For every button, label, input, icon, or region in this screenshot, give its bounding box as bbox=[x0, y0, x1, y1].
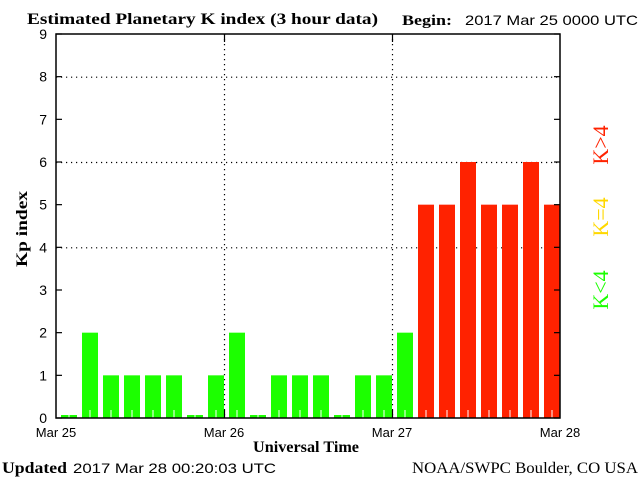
bar-rect bbox=[82, 332, 98, 418]
plot-border bbox=[55, 33, 561, 419]
bar bbox=[229, 332, 245, 418]
bar bbox=[544, 204, 560, 418]
y-tick-label: 5 bbox=[39, 197, 47, 213]
bar-rect bbox=[376, 375, 392, 418]
x-tick-label: Mar 28 bbox=[540, 425, 580, 440]
bar bbox=[460, 162, 476, 418]
bar-rect bbox=[292, 375, 308, 418]
bar-series bbox=[61, 162, 560, 418]
y-tick-label: 8 bbox=[39, 69, 47, 85]
y-tick-label: 6 bbox=[39, 154, 47, 170]
bar bbox=[397, 332, 413, 418]
bar bbox=[124, 375, 140, 418]
bar-rect bbox=[439, 204, 455, 418]
legend-item: K=4 bbox=[588, 197, 613, 236]
y-tick-label: 3 bbox=[39, 282, 47, 298]
bar-rect bbox=[271, 375, 287, 418]
credit-text: NOAA/SWPC Boulder, CO USA bbox=[412, 460, 638, 477]
x-tick-label: Mar 27 bbox=[372, 425, 412, 440]
bar-rect bbox=[229, 332, 245, 418]
updated-value: 2017 Mar 28 00:20:03 UTC bbox=[73, 460, 276, 476]
bar bbox=[82, 332, 98, 418]
bar bbox=[271, 375, 287, 418]
begin-value: 2017 Mar 25 0000 UTC bbox=[465, 12, 638, 28]
bar-rect bbox=[355, 375, 371, 418]
bar bbox=[103, 375, 119, 418]
bar-rect bbox=[481, 204, 497, 418]
bar bbox=[208, 375, 224, 418]
x-tick-label: Mar 25 bbox=[36, 425, 76, 440]
chart-title: Estimated Planetary K index (3 hour data… bbox=[27, 11, 378, 28]
bar bbox=[418, 204, 434, 418]
bar bbox=[523, 162, 539, 418]
plot-frame bbox=[55, 33, 561, 419]
legend-item: K<4 bbox=[588, 270, 613, 309]
y-tick-labels: 0 1 2 3 4 5 6 7 8 9 bbox=[39, 26, 47, 426]
bar bbox=[376, 375, 392, 418]
bar bbox=[145, 375, 161, 418]
legend-item: K>4 bbox=[588, 125, 613, 164]
y-tick-label: 0 bbox=[39, 410, 47, 426]
bar bbox=[355, 375, 371, 418]
y-tick-label: 1 bbox=[39, 367, 47, 383]
bar bbox=[313, 375, 329, 418]
bar-rect bbox=[208, 375, 224, 418]
y-axis-label: Kp index bbox=[14, 191, 31, 267]
bar-rect bbox=[145, 375, 161, 418]
x-axis-label: Universal Time bbox=[253, 439, 359, 456]
y-tick-label: 9 bbox=[39, 26, 47, 42]
y-tick-label: 4 bbox=[39, 239, 47, 255]
bar bbox=[502, 204, 518, 418]
bar bbox=[439, 204, 455, 418]
bar-rect bbox=[544, 204, 560, 418]
bar-rect bbox=[397, 332, 413, 418]
bar bbox=[481, 204, 497, 418]
bar-rect bbox=[124, 375, 140, 418]
legend: K>4 K=4 K<4 bbox=[588, 125, 613, 309]
bar-rect bbox=[103, 375, 119, 418]
bar-rect bbox=[523, 162, 539, 418]
y-tick-label: 2 bbox=[39, 325, 47, 341]
y-tick-label: 7 bbox=[39, 111, 47, 127]
updated-label: Updated bbox=[2, 460, 67, 477]
bar bbox=[292, 375, 308, 418]
bar-rect bbox=[418, 204, 434, 418]
begin-label: Begin: bbox=[402, 13, 452, 29]
bar bbox=[166, 375, 182, 418]
x-tick-label: Mar 26 bbox=[204, 425, 244, 440]
x-tick-labels: Mar 25 Mar 26 Mar 27 Mar 28 bbox=[36, 425, 580, 440]
bar-rect bbox=[166, 375, 182, 418]
bar-rect bbox=[502, 204, 518, 418]
bar-rect bbox=[313, 375, 329, 418]
bar-rect bbox=[460, 162, 476, 418]
